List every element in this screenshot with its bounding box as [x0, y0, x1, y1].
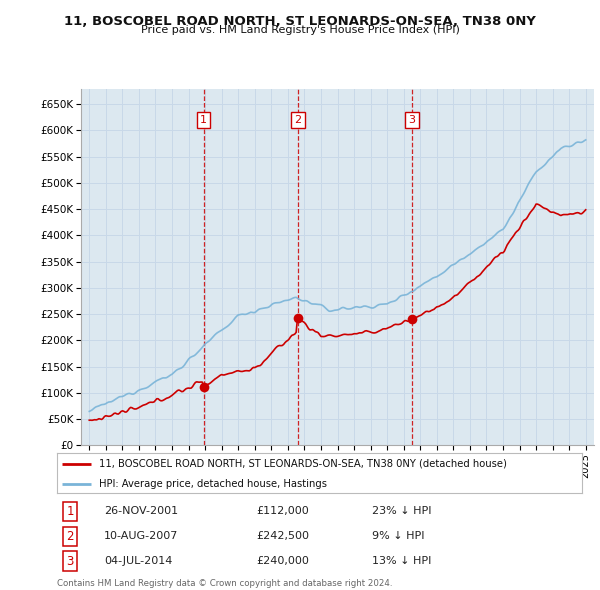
Text: 1: 1 [200, 115, 207, 125]
Text: HPI: Average price, detached house, Hastings: HPI: Average price, detached house, Hast… [99, 479, 327, 489]
Text: £112,000: £112,000 [257, 506, 309, 516]
Text: £242,500: £242,500 [257, 532, 310, 541]
Text: Price paid vs. HM Land Registry's House Price Index (HPI): Price paid vs. HM Land Registry's House … [140, 25, 460, 35]
Text: 2: 2 [67, 530, 74, 543]
Text: 11, BOSCOBEL ROAD NORTH, ST LEONARDS-ON-SEA, TN38 0NY: 11, BOSCOBEL ROAD NORTH, ST LEONARDS-ON-… [64, 15, 536, 28]
Text: 3: 3 [67, 555, 74, 568]
Text: 2: 2 [295, 115, 302, 125]
Text: 9% ↓ HPI: 9% ↓ HPI [372, 532, 425, 541]
Text: £240,000: £240,000 [257, 556, 310, 566]
Text: 04-JUL-2014: 04-JUL-2014 [104, 556, 173, 566]
Text: 1: 1 [67, 505, 74, 518]
Text: 13% ↓ HPI: 13% ↓ HPI [372, 556, 431, 566]
Text: 10-AUG-2007: 10-AUG-2007 [104, 532, 179, 541]
Text: 3: 3 [409, 115, 415, 125]
Text: 26-NOV-2001: 26-NOV-2001 [104, 506, 178, 516]
Text: 11, BOSCOBEL ROAD NORTH, ST LEONARDS-ON-SEA, TN38 0NY (detached house): 11, BOSCOBEL ROAD NORTH, ST LEONARDS-ON-… [99, 459, 507, 469]
Text: 23% ↓ HPI: 23% ↓ HPI [372, 506, 431, 516]
Text: Contains HM Land Registry data © Crown copyright and database right 2024.
This d: Contains HM Land Registry data © Crown c… [57, 579, 392, 590]
